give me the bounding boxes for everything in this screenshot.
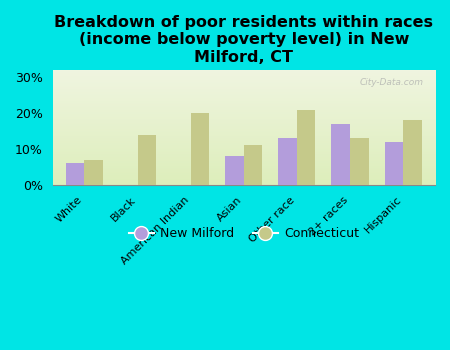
Bar [278, 138, 297, 185]
Bar [85, 160, 103, 185]
Bar [332, 124, 350, 185]
Bar [297, 110, 315, 185]
Bar [225, 156, 244, 185]
Bar [138, 135, 156, 185]
Bar [66, 163, 85, 185]
Title: Breakdown of poor residents within races
(income below poverty level) in New
Mil: Breakdown of poor residents within races… [54, 15, 433, 65]
Text: City-Data.com: City-Data.com [360, 78, 423, 87]
Bar [385, 142, 403, 185]
Bar [403, 120, 422, 185]
Bar [191, 113, 209, 185]
Bar [244, 146, 262, 185]
Bar [350, 138, 369, 185]
Legend: New Milford, Connecticut: New Milford, Connecticut [124, 222, 364, 245]
